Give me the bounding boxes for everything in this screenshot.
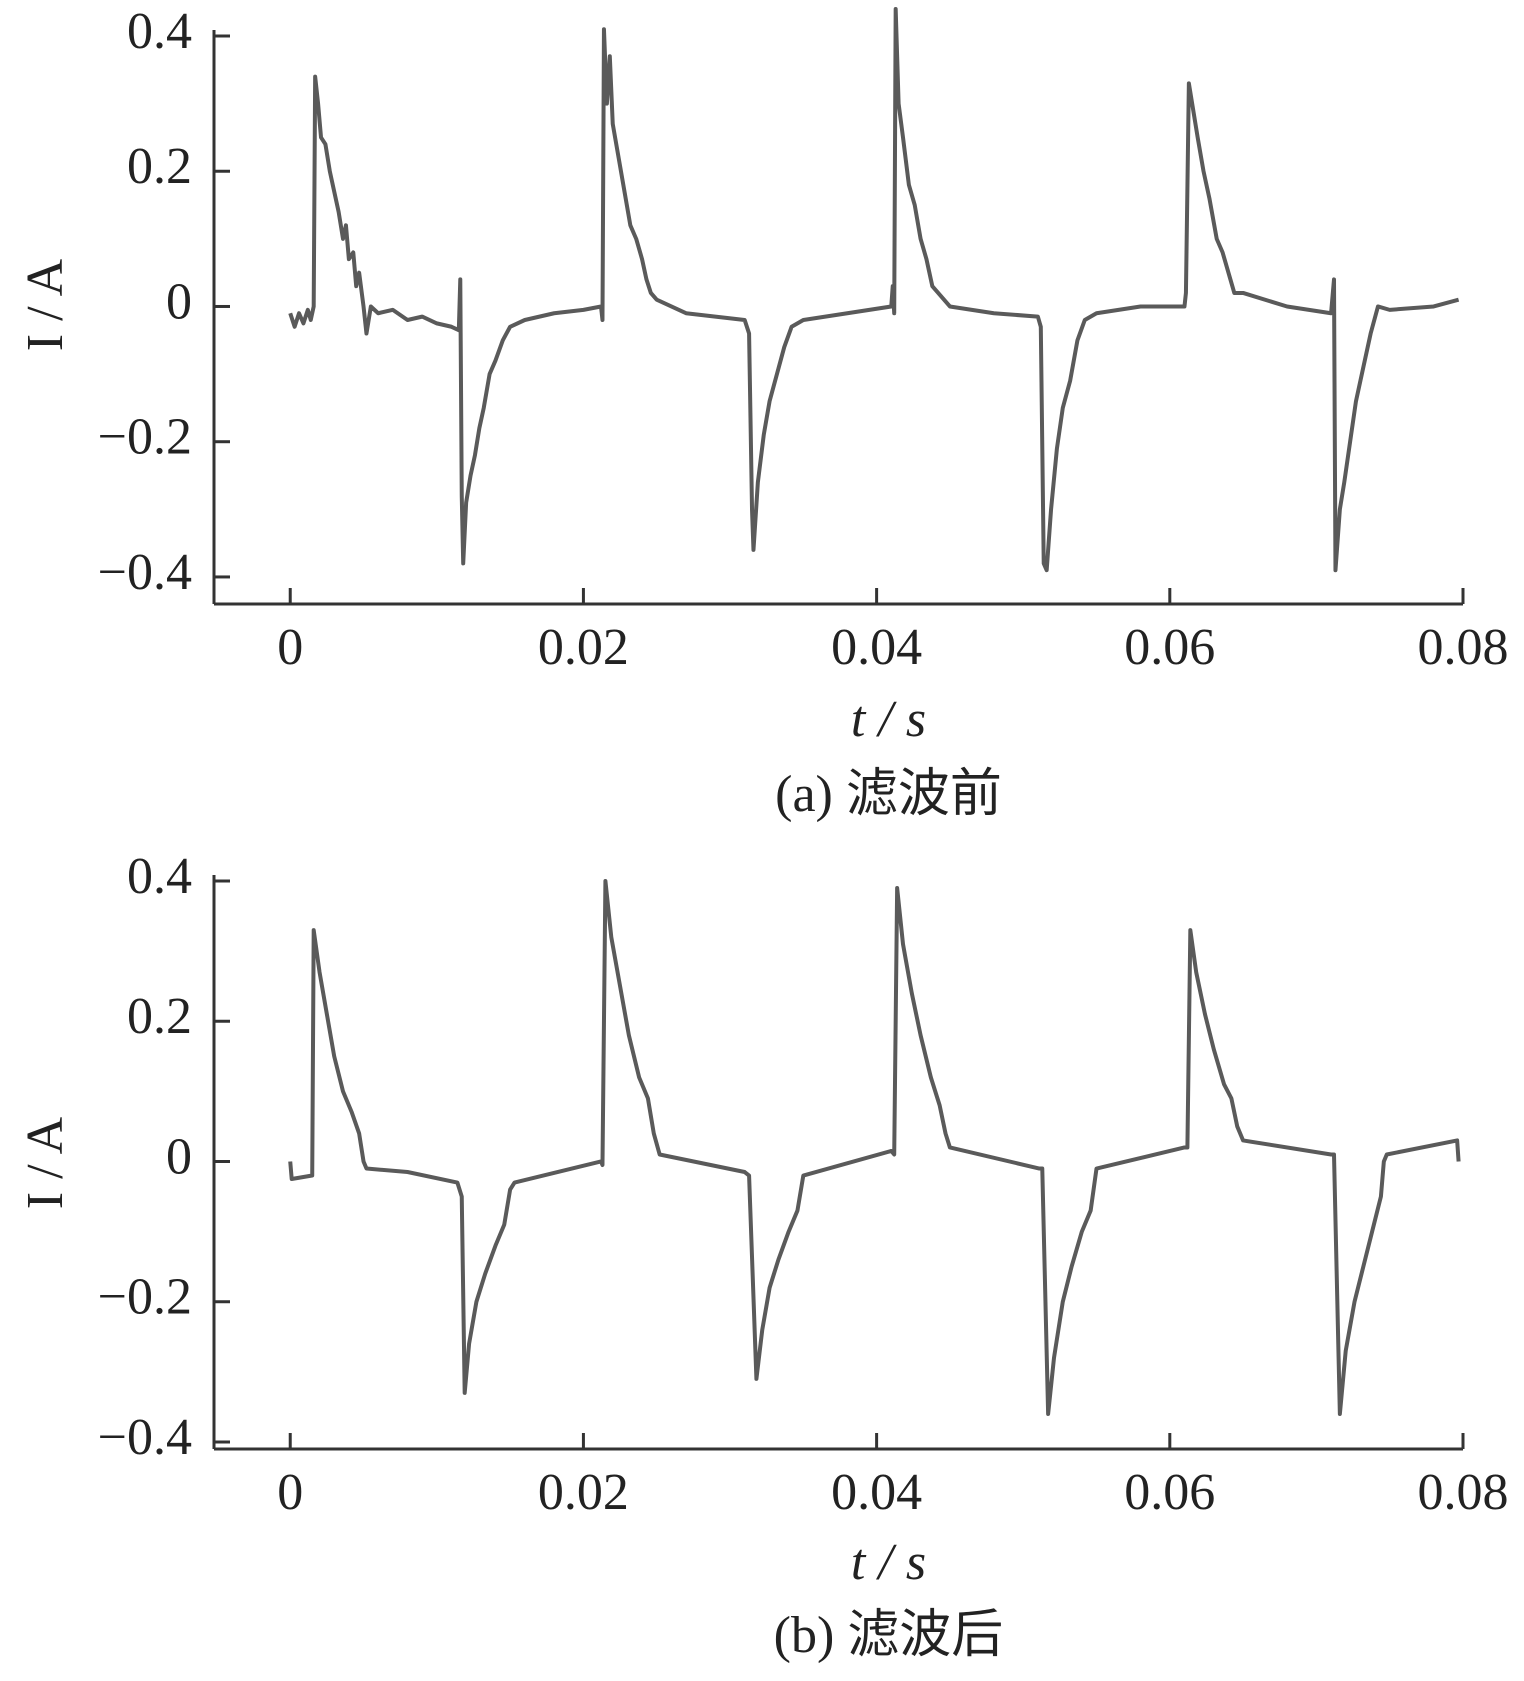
y-tick-label: 0.2 (127, 988, 192, 1045)
caption: (b) 滤波后 (774, 1607, 1004, 1664)
x-axis-label: t / s (851, 691, 926, 748)
y-tick-label: 0.4 (127, 3, 192, 60)
y-tick-label: −0.4 (98, 1409, 192, 1466)
y-tick-label: −0.2 (98, 1269, 192, 1326)
x-tick-label: 0.06 (1124, 619, 1215, 676)
y-tick-label: 0.2 (127, 138, 192, 195)
y-tick-label: 0 (166, 1128, 192, 1185)
x-tick-label: 0 (277, 1464, 303, 1521)
x-tick-label: 0.06 (1124, 1464, 1215, 1521)
x-tick-label: 0.08 (1418, 1464, 1509, 1521)
y-tick-label: 0.4 (127, 848, 192, 905)
y-tick-label: −0.2 (98, 409, 192, 466)
signal-line (288, 879, 1461, 1416)
signal-line (288, 6, 1460, 573)
caption: (a) 滤波前 (775, 766, 1002, 823)
x-tick-label: 0.04 (831, 619, 922, 676)
x-tick-label: 0 (277, 619, 303, 676)
x-tick-label: 0.02 (538, 1464, 629, 1521)
x-tick-label: 0.08 (1418, 619, 1509, 676)
y-axis-label: I / A (17, 258, 74, 351)
x-axis-label: t / s (851, 1534, 926, 1591)
x-tick-label: 0.04 (831, 1464, 922, 1521)
y-tick-label: −0.4 (98, 544, 192, 601)
y-axis-label: I / A (17, 1116, 74, 1209)
x-tick-label: 0.02 (538, 619, 629, 676)
y-tick-label: 0 (166, 273, 192, 330)
